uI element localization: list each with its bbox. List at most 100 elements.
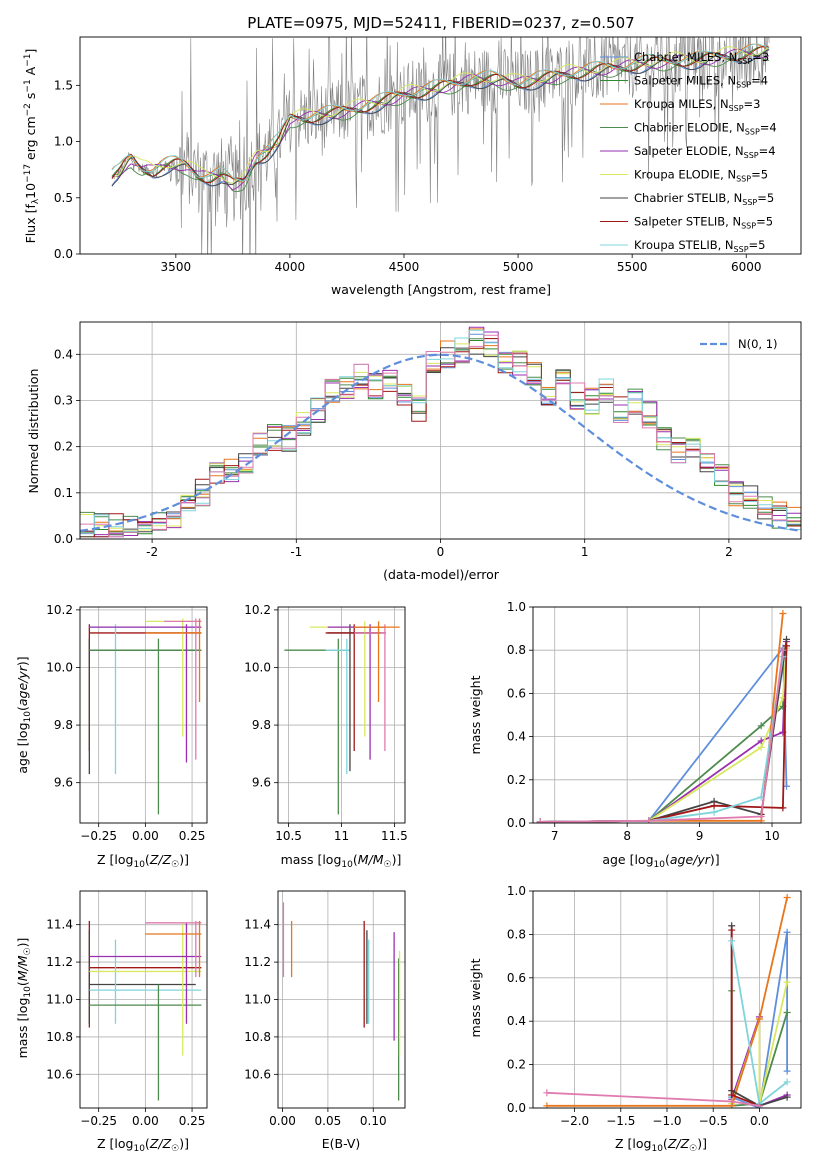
mw-Z-y-label: mass weight: [468, 958, 483, 1037]
y-tick-label: 10.6: [244, 1067, 271, 1081]
plus-marker: [783, 1078, 791, 1086]
legend-label: Kroupa ELODIE, NSSP=5: [634, 168, 768, 184]
y-tick-label: 0.8: [507, 927, 526, 941]
x-tick-label: -2: [146, 545, 158, 559]
y-tick-label: 0.0: [507, 816, 526, 830]
mass-weight-line: [731, 932, 788, 1108]
x-tick-label: −1.5: [606, 1114, 635, 1128]
plot-area: [543, 894, 791, 1108]
plus-marker: [755, 1102, 763, 1108]
age-Z-y-label: age [log10(age/yr)]: [15, 656, 33, 773]
axes-frame: [532, 890, 802, 1109]
y-tick-label: 1.0: [54, 135, 73, 149]
mw-age-y-label: mass weight: [468, 675, 483, 754]
figure-title: PLATE=0975, MJD=52411, FIBERID=0237, z=0…: [247, 14, 634, 32]
plot-area: [111, 37, 770, 254]
y-tick-label: 9.8: [252, 718, 271, 732]
plus-marker: [783, 642, 791, 650]
x-tick-label: 0.00: [269, 1114, 296, 1128]
age-Z-x-label: Z [log10(Z/Z☉)]: [97, 852, 189, 870]
x-tick-label: -1: [290, 545, 302, 559]
axes-frame: [79, 606, 208, 824]
plus-marker: [783, 978, 791, 986]
x-tick-label: 11.5: [381, 829, 408, 843]
axes-frame: [277, 890, 406, 1109]
legend-label: Kroupa STELIB, NSSP=5: [634, 238, 765, 254]
plus-marker: [779, 609, 787, 617]
y-tick-label: 0.4: [54, 347, 73, 361]
y-tick-label: 0.4: [507, 730, 526, 744]
plus-marker: [783, 635, 791, 643]
mass-weight-line: [540, 641, 788, 823]
x-tick-label: 0.00: [132, 829, 159, 843]
plus-marker: [783, 1067, 791, 1075]
x-tick-label: 1: [581, 545, 589, 559]
model-spectrum-line: [111, 51, 770, 193]
x-tick-label: 0.0: [750, 1114, 769, 1128]
x-tick-label: 6000: [731, 260, 762, 274]
y-tick-label: 0.6: [507, 686, 526, 700]
histogram-step-line: [80, 338, 801, 538]
x-tick-label: 4000: [275, 260, 306, 274]
y-tick-label: 9.6: [54, 776, 73, 790]
mass-vs-metallicity-panel: −0.25 0.00 0.25 10.6 10.8 11.0 11.2 11.4: [46, 890, 208, 1128]
model-spectrum-line: [111, 46, 770, 184]
mass-Z-x-label: Z [log10(Z/Z☉)]: [97, 1136, 189, 1154]
normal-distribution-curve: [80, 353, 801, 532]
x-tick-label: 8: [623, 829, 631, 843]
residual-histogram-panel: -2 -1 0 1 2 0.0 0.1 0.2 0.3 0.4 N(0, 1): [54, 321, 802, 559]
legend-label: Salpeter MILES, NSSP=4: [634, 74, 768, 90]
plus-marker: [710, 802, 718, 810]
plus-marker: [757, 813, 765, 821]
axes-frame: [79, 321, 802, 540]
model-spectrum-line: [111, 48, 770, 187]
mass-vs-extinction-panel: 0.00 0.05 0.10 10.6 10.8 11.0 11.2 11.4: [244, 890, 406, 1128]
axes-frame: [277, 606, 406, 824]
y-tick-label: 0.8: [507, 643, 526, 657]
plus-marker: [757, 743, 765, 751]
mass-ebv-x-label: E(B-V): [322, 1136, 361, 1151]
spectrum-y-label: Flux [fλ10−17 erg cm−2 s−1 A−1]: [23, 49, 41, 244]
mass-weight-line: [540, 645, 788, 823]
plus-marker: [783, 928, 791, 936]
plus-marker: [728, 926, 736, 934]
x-tick-label: 0.25: [179, 1114, 206, 1128]
spectrum-legend: Chabrier MILES, NSSP=3 Salpeter MILES, NS…: [600, 50, 777, 254]
x-tick-label: 9: [696, 829, 704, 843]
mass-weight-line: [540, 613, 784, 823]
y-tick-label: 0.0: [54, 532, 73, 546]
x-tick-label: 0: [437, 545, 445, 559]
axes-frame: [532, 606, 802, 824]
plus-marker: [728, 937, 736, 945]
y-tick-label: 9.8: [54, 718, 73, 732]
plus-marker: [779, 804, 787, 812]
x-tick-label: 4500: [389, 260, 420, 274]
legend-label: N(0, 1): [738, 337, 778, 351]
model-spectrum-line: [111, 49, 770, 187]
plot-area: [88, 618, 202, 815]
y-tick-label: 0.3: [54, 393, 73, 407]
plot-area: [282, 902, 401, 1101]
model-spectrum-line: [111, 46, 770, 184]
y-tick-label: 10.0: [244, 660, 271, 674]
plot-area: [80, 326, 801, 538]
spectrum-x-label: wavelength [Angstrom, rest frame]: [331, 282, 551, 297]
plus-marker: [645, 817, 653, 823]
plus-marker: [710, 808, 718, 816]
plot-area: [88, 920, 202, 1101]
plus-marker: [779, 646, 787, 654]
legend-label: Kroupa MILES, NSSP=3: [634, 97, 760, 113]
y-tick-label: 9.6: [252, 776, 271, 790]
mass-weight-vs-age-panel: 7 8 9 10 0.0 0.2 0.4 0.6 0.8 1.0: [507, 600, 802, 843]
plus-marker: [543, 1089, 551, 1097]
x-tick-label: −0.25: [80, 1114, 117, 1128]
mw-age-x-label: age [log10(age/yr)]: [602, 852, 719, 870]
mass-weight-line: [546, 1091, 760, 1107]
residuals-x-label: (data-model)/error: [383, 567, 500, 582]
x-tick-label: 2: [725, 545, 733, 559]
y-tick-label: 10.8: [244, 1030, 271, 1044]
legend-label: Salpeter STELIB, NSSP=5: [634, 215, 773, 231]
plus-marker: [536, 818, 544, 823]
legend-label: Chabrier ELODIE, NSSP=4: [634, 121, 777, 137]
